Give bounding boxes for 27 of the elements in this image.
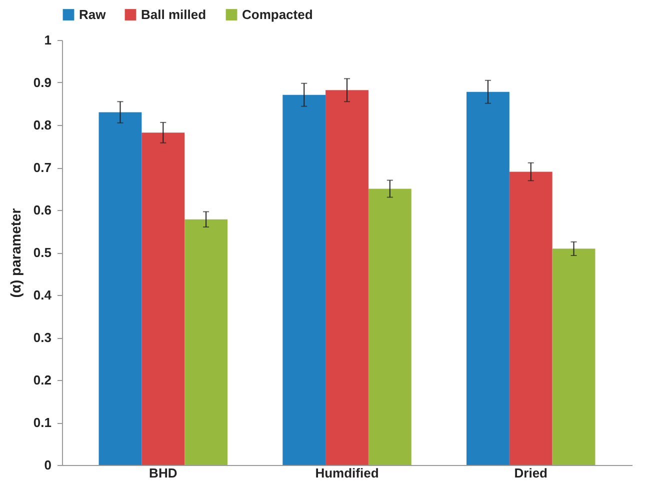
legend-label: Raw — [79, 6, 107, 22]
bar — [142, 132, 185, 465]
legend-label: Compacted — [242, 6, 313, 22]
bar — [184, 219, 228, 465]
y-tick-label: 0.8 — [33, 118, 52, 132]
x-tick-label: Humdified — [315, 466, 379, 480]
y-axis-title: (α) parameter — [7, 208, 24, 298]
y-tick-label: 0.6 — [33, 202, 52, 218]
x-tick-label: BHD — [149, 466, 178, 480]
y-tick-label: 0 — [44, 458, 52, 472]
y-tick-label: 0.2 — [33, 372, 52, 388]
y-tick-label: 0.4 — [33, 288, 52, 302]
bar — [466, 92, 510, 465]
bar — [368, 188, 412, 465]
bar — [326, 90, 368, 465]
bar — [282, 94, 326, 465]
legend-label: Ball milled — [141, 6, 206, 22]
y-tick-label: 0.1 — [33, 415, 52, 430]
y-tick-label: 0.7 — [33, 160, 52, 175]
bar — [552, 248, 596, 465]
y-tick-label: 1 — [44, 32, 52, 48]
bar — [98, 112, 142, 465]
y-tick-label: 0.9 — [33, 75, 52, 90]
x-tick-label: Dried — [514, 466, 548, 480]
y-tick-label: 0.3 — [33, 330, 52, 345]
y-tick-label: 0.5 — [33, 245, 52, 260]
bar — [509, 172, 552, 465]
